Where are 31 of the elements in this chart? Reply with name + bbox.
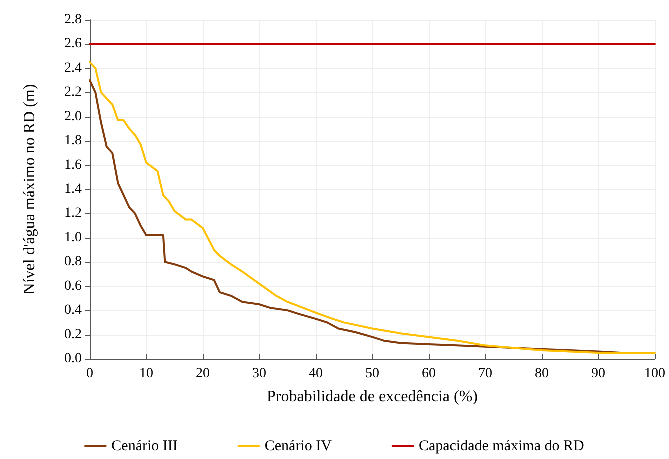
x-tick-label: 70: [478, 366, 492, 382]
legend-label: Capacidade máxima do RD: [418, 438, 584, 454]
x-tick-label: 60: [422, 366, 436, 382]
y-tick-label: 1.8: [64, 134, 82, 149]
x-tick-label: 20: [196, 366, 210, 382]
x-tick-label: 30: [252, 366, 266, 382]
y-tick-label: 0.0: [64, 352, 82, 366]
y-tick-label: 2.8: [64, 12, 82, 28]
y-tick-label: 2.0: [64, 109, 82, 124]
y-tick-label: 2.6: [64, 36, 82, 52]
y-tick-label: 0.2: [64, 327, 82, 342]
x-tick-label: 40: [309, 366, 323, 382]
x-tick-label: 10: [140, 366, 154, 382]
x-tick-label: 50: [366, 366, 380, 382]
legend-label: Cenário III: [112, 438, 178, 454]
y-tick-label: 2.4: [64, 60, 82, 76]
y-axis-title: Nível d'água máximo no RD (m): [22, 84, 38, 295]
y-tick-label: 1.2: [64, 206, 82, 222]
y-tick-label: 2.2: [64, 85, 82, 100]
x-tick-label: 0: [86, 366, 94, 382]
y-tick-label: 1.6: [64, 158, 82, 173]
x-axis-title: Probabilidade de excedência (%): [266, 388, 478, 406]
x-tick-label: 100: [644, 366, 666, 382]
y-tick-label: 0.4: [64, 303, 82, 318]
y-tick-label: 0.6: [64, 278, 82, 294]
x-tick-label: 90: [592, 366, 606, 382]
legend-label: Cenário IV: [264, 438, 332, 454]
x-tick-label: 80: [535, 366, 549, 382]
y-tick-label: 1.4: [64, 182, 82, 197]
y-tick-label: 1.0: [64, 230, 82, 246]
y-tick-label: 0.8: [64, 254, 82, 270]
